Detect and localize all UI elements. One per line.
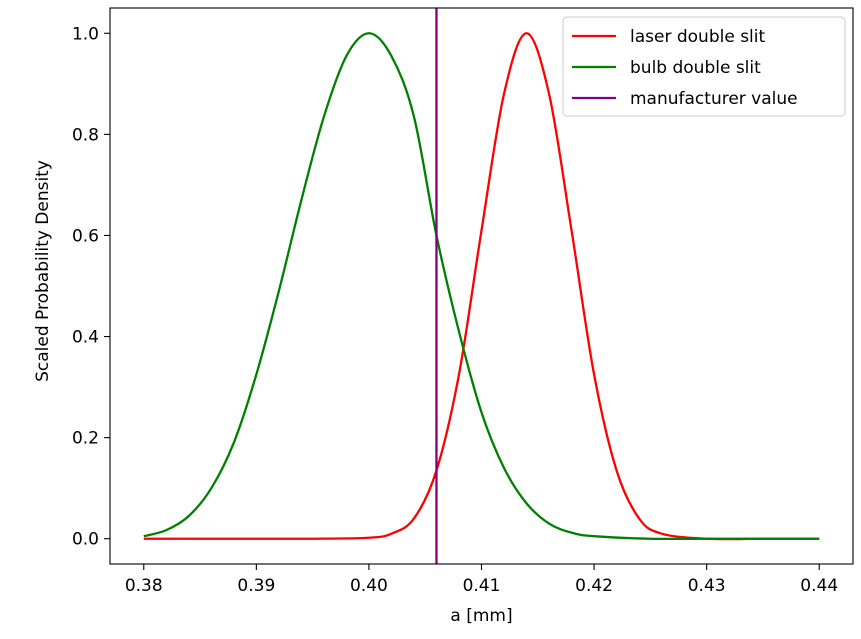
y-tick-label: 1.0 — [72, 24, 99, 44]
x-tick-label: 0.40 — [350, 576, 388, 596]
x-tick-label: 0.44 — [800, 576, 838, 596]
y-tick-label: 0.6 — [72, 226, 99, 246]
series-line-1 — [143, 32, 820, 541]
x-tick-label: 0.42 — [575, 576, 613, 596]
legend-label: bulb double slit — [630, 58, 761, 78]
x-tick-label: 0.39 — [237, 576, 275, 596]
x-tick-label: 0.41 — [463, 576, 501, 596]
x-tick-label: 0.43 — [688, 576, 726, 596]
x-tick-label: 0.38 — [125, 576, 163, 596]
series-line-0 — [143, 32, 820, 541]
x-axis-ticks: 0.38 0.39 0.40 0.41 0.42 0.43 0.44 — [125, 564, 838, 596]
legend-label: manufacturer value — [630, 89, 798, 109]
legend: laser double slit bulb double slit manufac… — [562, 16, 846, 117]
y-axis-ticks: 0.0 0.2 0.4 0.6 0.8 1.0 — [72, 24, 110, 550]
y-axis-label: Scaled Probability Density — [33, 160, 53, 382]
x-axis-label: a [mm] — [450, 606, 512, 626]
y-tick-label: 0.2 — [72, 429, 99, 449]
y-tick-label: 0.4 — [72, 328, 99, 348]
legend-box — [562, 16, 846, 117]
legend-label: laser double slit — [630, 27, 765, 47]
y-tick-label: 0.0 — [72, 530, 99, 550]
y-tick-label: 0.8 — [72, 125, 99, 145]
